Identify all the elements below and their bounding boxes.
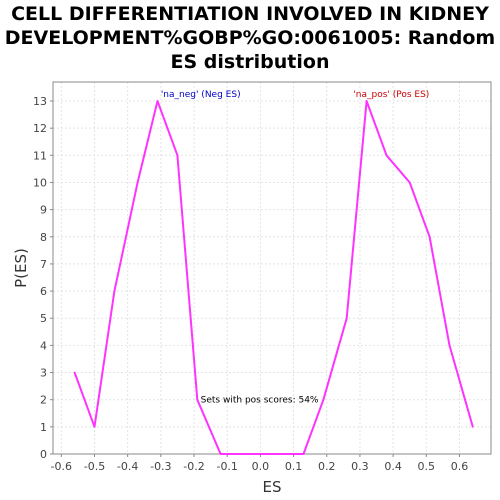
annotations: 'na_neg' (Neg ES) 'na_pos' (Pos ES) Sets w… xyxy=(161,90,429,405)
chart-title-line-2: DEVELOPMENT%GOBP%GO:0061005: Random xyxy=(4,27,496,49)
x-tick-label: 0.0 xyxy=(252,460,270,473)
y-tick-label: 1 xyxy=(40,421,47,434)
x-tick-label: 0.5 xyxy=(418,460,436,473)
y-tick-label: 12 xyxy=(33,122,47,135)
x-tick-label: -0.1 xyxy=(216,460,237,473)
x-tick-label: -0.2 xyxy=(183,460,204,473)
x-tick-label: -0.5 xyxy=(84,460,105,473)
x-tick-label: 0.3 xyxy=(351,460,369,473)
x-tick-label: 0.4 xyxy=(384,460,402,473)
x-tick-label: 0.6 xyxy=(451,460,469,473)
data-point xyxy=(73,371,76,374)
data-point xyxy=(365,100,368,102)
grid xyxy=(53,82,491,455)
data-point xyxy=(345,317,348,320)
y-tick-label: 8 xyxy=(40,231,47,244)
data-point xyxy=(196,398,199,401)
y-tick-label: 4 xyxy=(40,339,47,352)
chart-title-line-1: CELL DIFFERENTIATION INVOLVED IN KIDNEY xyxy=(11,3,489,25)
y-axis-label: P(ES) xyxy=(12,248,30,288)
y-tick-label: 2 xyxy=(40,394,47,407)
y-tick-label: 3 xyxy=(40,367,47,380)
y-tick-label: 9 xyxy=(40,204,47,217)
y-tick-label: 13 xyxy=(33,95,47,108)
data-point xyxy=(322,398,325,401)
x-tick-label: -0.4 xyxy=(117,460,138,473)
data-point xyxy=(428,235,431,238)
annotation-label: 'na_pos' (Pos ES) xyxy=(353,90,429,100)
x-tick-label: 0.2 xyxy=(318,460,336,473)
annotation-label: Sets with pos scores: 54% xyxy=(201,395,319,405)
data-point xyxy=(156,100,159,102)
x-tick-label: 0.1 xyxy=(285,460,303,473)
y-tick-label: 6 xyxy=(40,285,47,298)
data-point xyxy=(471,425,474,428)
chart-title-line-3: ES distribution xyxy=(170,51,330,73)
y-tick-label: 5 xyxy=(40,312,47,325)
data-point xyxy=(408,181,411,184)
data-point xyxy=(448,344,451,347)
data-point xyxy=(136,181,139,184)
axis-ticks: -0.6 -0.5 -0.4 -0.3 -0.2 -0.1 0.0 0.1 0.2 0.3 0.4 0… xyxy=(33,95,468,473)
y-tick-label: 11 xyxy=(33,149,47,162)
series xyxy=(73,100,474,455)
chart-title: CELL DIFFERENTIATION INVOLVED IN KIDNEY … xyxy=(0,2,500,74)
data-point xyxy=(176,154,179,157)
data-point xyxy=(302,453,305,455)
x-axis-label: ES xyxy=(263,478,282,496)
x-tick-label: -0.3 xyxy=(150,460,171,473)
y-tick-label: 10 xyxy=(33,176,47,189)
y-tick-label: 7 xyxy=(40,258,47,271)
data-point xyxy=(93,425,96,428)
data-point xyxy=(385,154,388,157)
x-tick-label: -0.6 xyxy=(51,460,72,473)
annotation-label: 'na_neg' (Neg ES) xyxy=(161,90,241,100)
data-point xyxy=(219,453,222,455)
y-tick-label: 0 xyxy=(40,448,47,461)
data-point xyxy=(113,290,116,292)
